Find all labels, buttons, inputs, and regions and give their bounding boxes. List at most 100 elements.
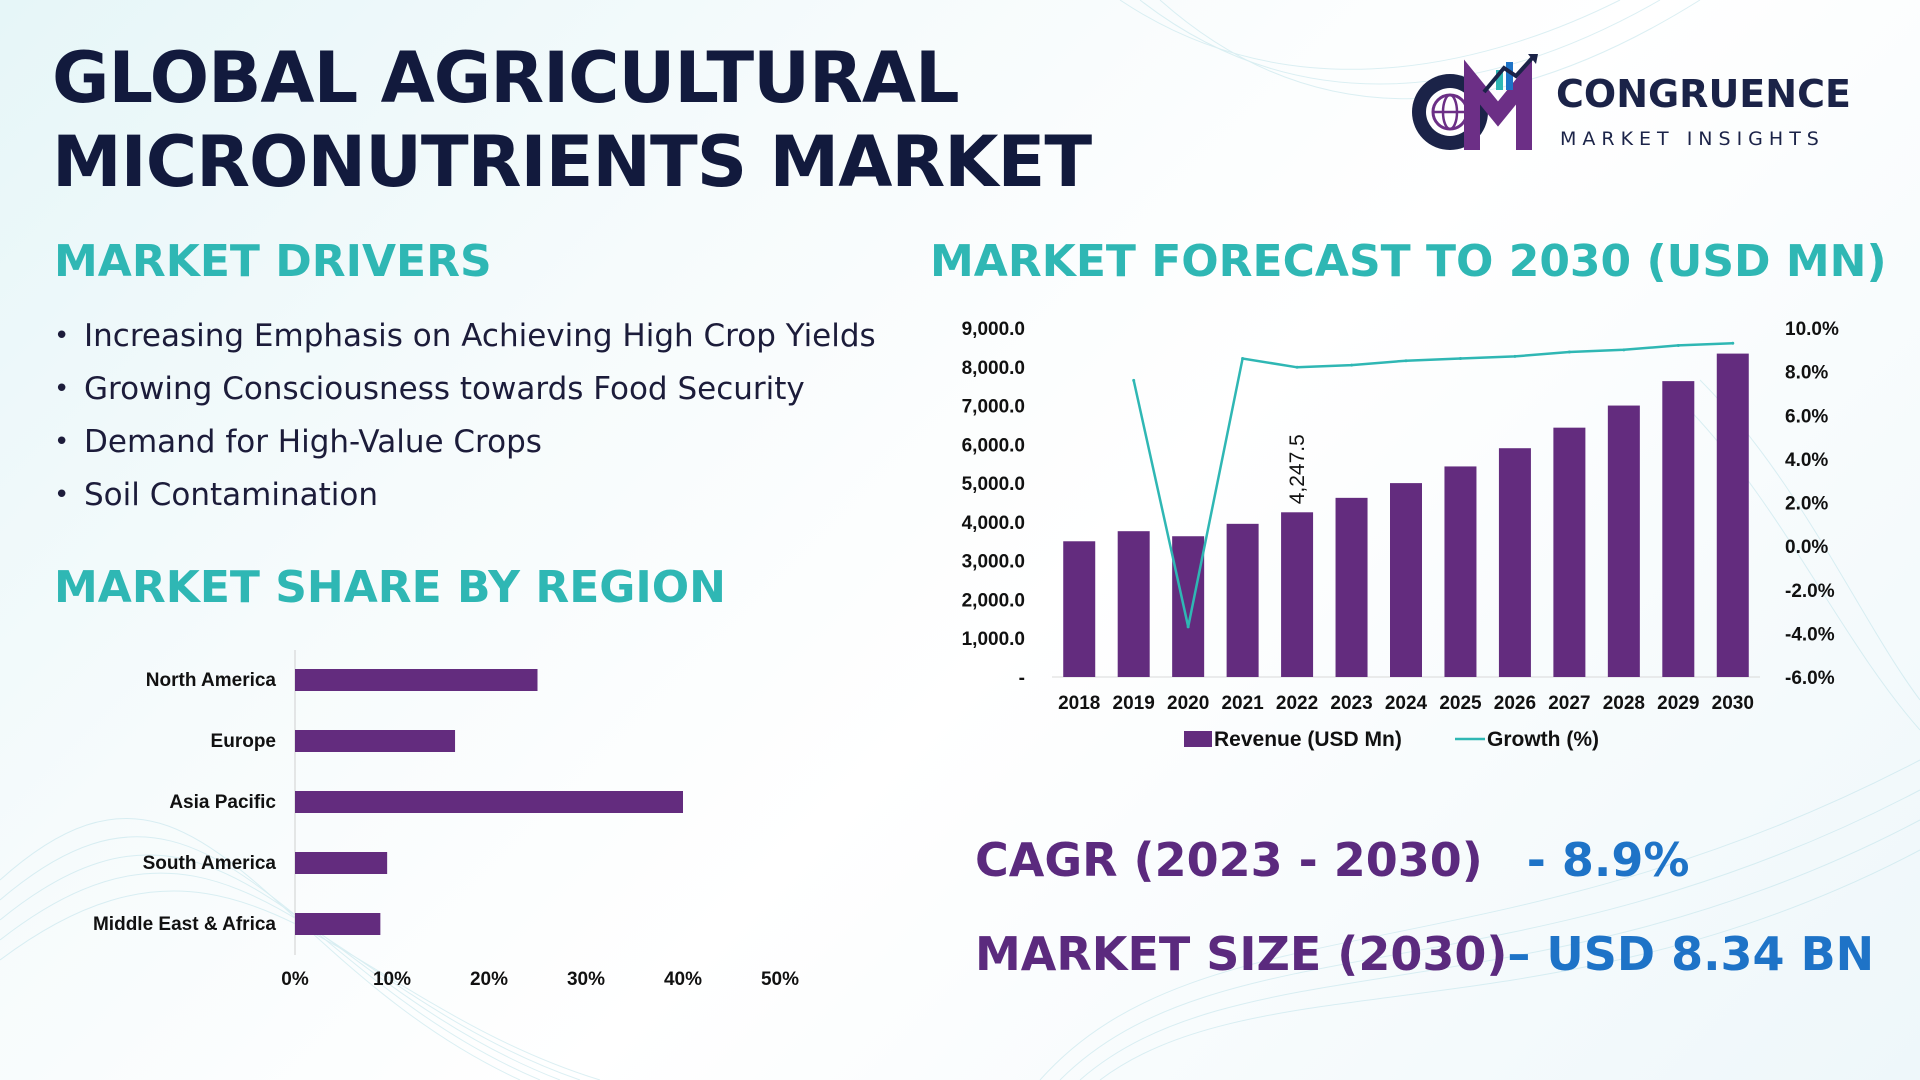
region-bar	[295, 791, 683, 813]
list-item: • Soil Contamination	[54, 469, 876, 522]
driver-text: Soil Contamination	[84, 477, 378, 513]
forecast-right-tick-label: -2.0%	[1785, 581, 1835, 602]
forecast-bar	[1063, 541, 1096, 677]
growth-point	[1241, 357, 1245, 361]
forecast-bar	[1172, 536, 1205, 677]
region-x-tick-label: 30%	[567, 969, 605, 990]
title-line-1: GLOBAL AGRICULTURAL	[52, 37, 960, 119]
bullet-icon: •	[54, 321, 70, 351]
growth-point	[1404, 359, 1408, 363]
region-x-tick-label: 40%	[664, 969, 702, 990]
growth-point	[1132, 378, 1136, 382]
forecast-bar	[1607, 405, 1640, 677]
region-category-label: Middle East & Africa	[93, 914, 276, 935]
drivers-heading: MARKET DRIVERS	[54, 236, 492, 287]
growth-point	[1567, 350, 1571, 354]
forecast-year-label: 2024	[1385, 693, 1428, 714]
growth-point	[1186, 625, 1190, 629]
market-size-label: MARKET SIZE (2030)	[975, 927, 1508, 981]
bullet-icon: •	[54, 374, 70, 404]
forecast-bar	[1226, 523, 1259, 677]
forecast-bar	[1117, 531, 1150, 677]
forecast-right-tick-label: 6.0%	[1785, 406, 1828, 427]
growth-point	[1350, 363, 1354, 367]
list-item: • Demand for High-Value Crops	[54, 416, 876, 469]
market-size-kpi: MARKET SIZE (2030)– USD 8.34 BN	[975, 926, 1874, 982]
region-category-label: Asia Pacific	[169, 792, 276, 813]
forecast-bar	[1498, 448, 1531, 677]
region-x-tick-label: 0%	[281, 969, 309, 990]
forecast-left-tick-label: 3,000.0	[962, 552, 1025, 573]
driver-text: Demand for High-Value Crops	[84, 424, 542, 460]
forecast-year-label: 2021	[1221, 693, 1264, 714]
cagr-kpi: CAGR (2023 - 2030) - 8.9%	[975, 832, 1689, 888]
bullet-icon: •	[54, 480, 70, 510]
region-bar	[295, 730, 456, 752]
region-category-label: Europe	[211, 731, 276, 752]
forecast-year-label: 2025	[1439, 693, 1482, 714]
forecast-bar	[1390, 483, 1422, 677]
title-line-2: MICRONUTRIENTS MARKET	[52, 121, 1092, 203]
legend-revenue-swatch	[1184, 731, 1212, 747]
forecast-bar	[1716, 353, 1749, 677]
region-bar	[295, 852, 388, 874]
forecast-year-label: 2026	[1494, 693, 1536, 714]
forecast-right-tick-label: -6.0%	[1785, 668, 1835, 689]
growth-point	[1676, 343, 1680, 347]
forecast-bar	[1662, 381, 1695, 677]
region-x-tick-label: 10%	[373, 969, 411, 990]
forecast-year-label: 2020	[1167, 693, 1209, 714]
growth-point	[1295, 365, 1299, 369]
forecast-year-label: 2029	[1657, 693, 1699, 714]
legend-growth-label: Growth (%)	[1487, 728, 1599, 751]
forecast-left-tick-label: 6,000.0	[962, 435, 1025, 456]
cagr-label: CAGR (2023 - 2030)	[975, 833, 1483, 887]
growth-point	[1731, 341, 1735, 345]
forecast-data-label: 4,247.5	[1286, 434, 1309, 504]
region-heading: MARKET SHARE BY REGION	[54, 562, 726, 613]
forecast-right-tick-label: -4.0%	[1785, 624, 1835, 645]
region-x-tick-label: 50%	[761, 969, 799, 990]
forecast-year-label: 2023	[1330, 693, 1372, 714]
list-item: • Increasing Emphasis on Achieving High C…	[54, 310, 876, 363]
logo-name: CONGRUENCE	[1556, 72, 1851, 116]
forecast-year-label: 2028	[1603, 693, 1645, 714]
region-category-label: South America	[143, 853, 277, 874]
growth-point	[1622, 348, 1626, 352]
forecast-left-tick-label: 1,000.0	[962, 629, 1025, 650]
region-bar	[295, 669, 538, 691]
forecast-year-label: 2018	[1058, 693, 1100, 714]
driver-text: Growing Consciousness towards Food Secur…	[84, 371, 805, 407]
forecast-right-tick-label: 0.0%	[1785, 537, 1828, 558]
forecast-left-tick-label: 9,000.0	[962, 319, 1025, 340]
forecast-left-tick-label: -	[1019, 668, 1025, 689]
forecast-year-label: 2019	[1113, 693, 1155, 714]
page-title: GLOBAL AGRICULTURAL MICRONUTRIENTS MARKE…	[52, 36, 1092, 204]
logo-subtitle: MARKET INSIGHTS	[1560, 128, 1825, 150]
market-size-value: – USD 8.34 BN	[1507, 927, 1875, 981]
forecast-bar	[1553, 427, 1586, 677]
forecast-left-tick-label: 2,000.0	[962, 590, 1025, 611]
forecast-heading: MARKET FORECAST TO 2030 (USD MN)	[930, 236, 1887, 287]
company-logo: CONGRUENCE MARKET INSIGHTS	[1400, 52, 1870, 162]
list-item: • Growing Consciousness towards Food Secu…	[54, 363, 876, 416]
forecast-left-tick-label: 7,000.0	[962, 397, 1025, 418]
forecast-right-tick-label: 2.0%	[1785, 494, 1828, 515]
forecast-right-tick-label: 4.0%	[1785, 450, 1828, 471]
forecast-year-label: 2027	[1548, 693, 1590, 714]
region-category-label: North America	[146, 670, 277, 691]
forecast-year-label: 2022	[1276, 693, 1318, 714]
cagr-value: - 8.9%	[1526, 833, 1690, 887]
forecast-left-tick-label: 4,000.0	[962, 513, 1025, 534]
forecast-bar	[1444, 466, 1477, 677]
forecast-right-tick-label: 8.0%	[1785, 363, 1828, 384]
growth-point	[1458, 357, 1462, 361]
growth-line	[1132, 342, 1733, 628]
forecast-bar	[1335, 497, 1368, 677]
forecast-bar	[1281, 512, 1314, 677]
region-x-tick-label: 20%	[470, 969, 508, 990]
forecast-right-tick-label: 10.0%	[1785, 319, 1839, 340]
forecast-left-tick-label: 8,000.0	[962, 358, 1025, 379]
forecast-left-tick-label: 5,000.0	[962, 474, 1025, 495]
